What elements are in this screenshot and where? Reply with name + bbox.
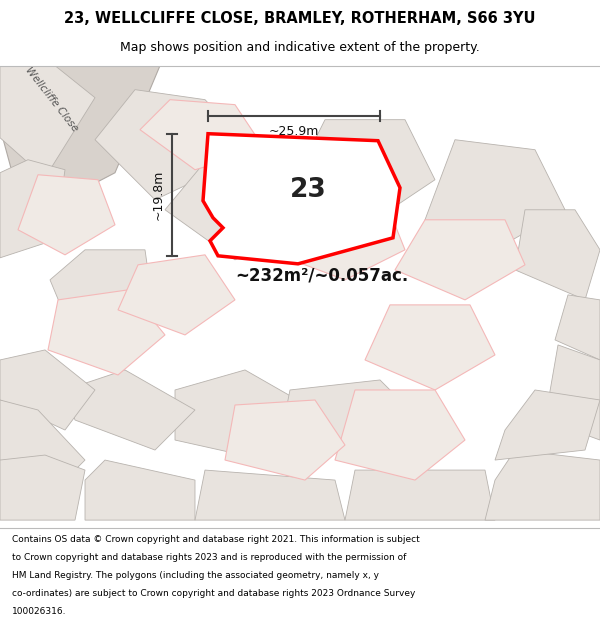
Text: 23, WELLCLIFFE CLOSE, BRAMLEY, ROTHERHAM, S66 3YU: 23, WELLCLIFFE CLOSE, BRAMLEY, ROTHERHAM… [64, 11, 536, 26]
Polygon shape [495, 390, 600, 460]
Polygon shape [175, 370, 315, 460]
Polygon shape [0, 66, 95, 178]
Polygon shape [425, 140, 565, 250]
Polygon shape [18, 175, 115, 255]
Polygon shape [515, 210, 600, 300]
Polygon shape [65, 370, 195, 450]
Polygon shape [118, 255, 235, 335]
Text: ~25.9m: ~25.9m [269, 125, 319, 138]
Text: Wellcliffe Close: Wellcliffe Close [24, 66, 80, 134]
Polygon shape [555, 295, 600, 360]
Polygon shape [545, 345, 600, 440]
Polygon shape [295, 119, 435, 220]
Polygon shape [335, 390, 465, 480]
Polygon shape [0, 350, 95, 430]
Polygon shape [203, 134, 400, 264]
Polygon shape [165, 150, 315, 260]
Text: Contains OS data © Crown copyright and database right 2021. This information is : Contains OS data © Crown copyright and d… [12, 535, 420, 544]
Polygon shape [48, 290, 165, 375]
Polygon shape [225, 400, 345, 480]
Polygon shape [50, 250, 155, 340]
Polygon shape [0, 455, 85, 520]
Polygon shape [345, 470, 495, 520]
Polygon shape [365, 305, 495, 390]
Text: HM Land Registry. The polygons (including the associated geometry, namely x, y: HM Land Registry. The polygons (includin… [12, 571, 379, 580]
Polygon shape [95, 89, 255, 200]
Polygon shape [265, 190, 405, 280]
Polygon shape [140, 99, 265, 170]
Polygon shape [395, 220, 525, 300]
Polygon shape [280, 380, 420, 460]
Text: co-ordinates) are subject to Crown copyright and database rights 2023 Ordnance S: co-ordinates) are subject to Crown copyr… [12, 589, 415, 598]
Text: ~19.8m: ~19.8m [151, 169, 164, 220]
Text: Map shows position and indicative extent of the property.: Map shows position and indicative extent… [120, 41, 480, 54]
Text: 100026316.: 100026316. [12, 607, 67, 616]
Polygon shape [85, 460, 195, 520]
Polygon shape [0, 160, 65, 258]
Text: ~232m²/~0.057ac.: ~232m²/~0.057ac. [235, 267, 409, 285]
Polygon shape [195, 470, 345, 520]
Text: to Crown copyright and database rights 2023 and is reproduced with the permissio: to Crown copyright and database rights 2… [12, 553, 406, 562]
Polygon shape [485, 450, 600, 520]
Polygon shape [0, 66, 160, 220]
Text: 23: 23 [290, 177, 326, 202]
Polygon shape [0, 400, 85, 490]
